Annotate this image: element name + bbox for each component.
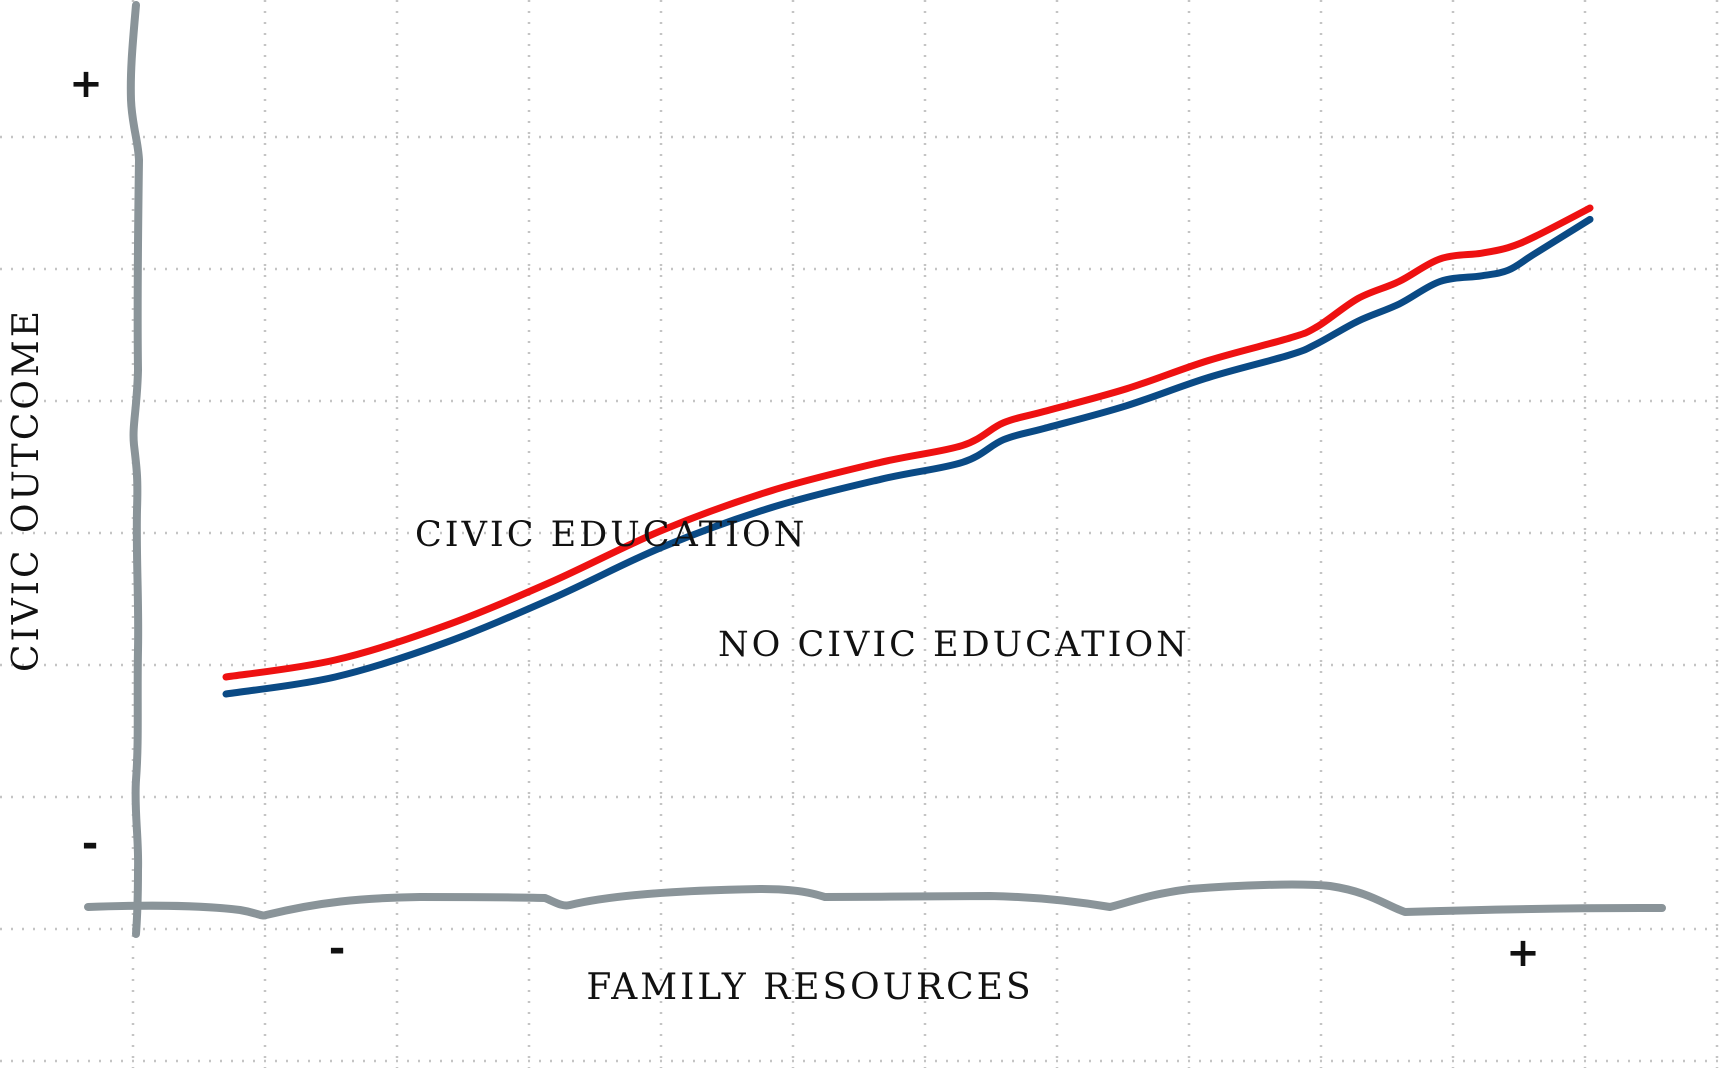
data-point [1123,402,1130,409]
data-point [877,459,884,466]
series-line-civic-education [222,204,1594,681]
data-point [1355,318,1362,325]
series-layer [222,204,1594,698]
y-tick-label-plus: + [69,61,103,107]
data-point [1505,267,1512,274]
data-point [768,504,775,511]
data-point [1205,357,1212,364]
data-point [1041,425,1048,432]
x-tick-label-minus: - [329,926,346,972]
x-axis [84,880,1666,920]
x-tick-label-plus: + [1506,930,1540,976]
y-axis-label: CIVIC OUTCOME [6,308,47,672]
data-point [959,442,966,449]
data-point [1587,205,1593,211]
y-axis [126,1,143,938]
data-point [1286,335,1293,341]
data-point [1123,385,1130,392]
series-label-civic-education: CIVIC EDUCATION [415,515,807,555]
data-point [1587,216,1593,223]
data-point [1041,408,1048,415]
data-point [332,657,339,663]
data-point [1314,323,1321,330]
data-point [1000,419,1007,426]
data-point [1532,233,1539,240]
data-point [768,487,775,494]
data-point [1000,436,1007,443]
data-point [1505,244,1512,251]
data-point [659,527,666,534]
data-point [1396,278,1402,285]
data-point [223,691,229,697]
data-point [659,544,666,550]
data-point [1477,250,1484,257]
data-point [550,578,557,584]
data-point [1477,272,1484,279]
data-point [1437,278,1443,285]
data-point [959,459,966,466]
data-point [1355,295,1362,302]
data-point [332,674,339,680]
series-label-no-civic-education: NO CIVIC EDUCATION [718,625,1190,665]
data-point [1437,255,1443,262]
data-point [441,640,448,647]
data-point [550,594,557,601]
data-point [1532,250,1539,257]
data-point [1396,301,1402,308]
data-point [1286,351,1293,358]
data-point [223,674,229,680]
x-axis-label: FAMILY RESOURCES [586,967,1033,1008]
data-point [1205,374,1212,381]
data-point [877,476,884,483]
data-point [1314,340,1321,347]
data-point [441,623,448,630]
y-tick-label-minus: - [82,821,99,867]
